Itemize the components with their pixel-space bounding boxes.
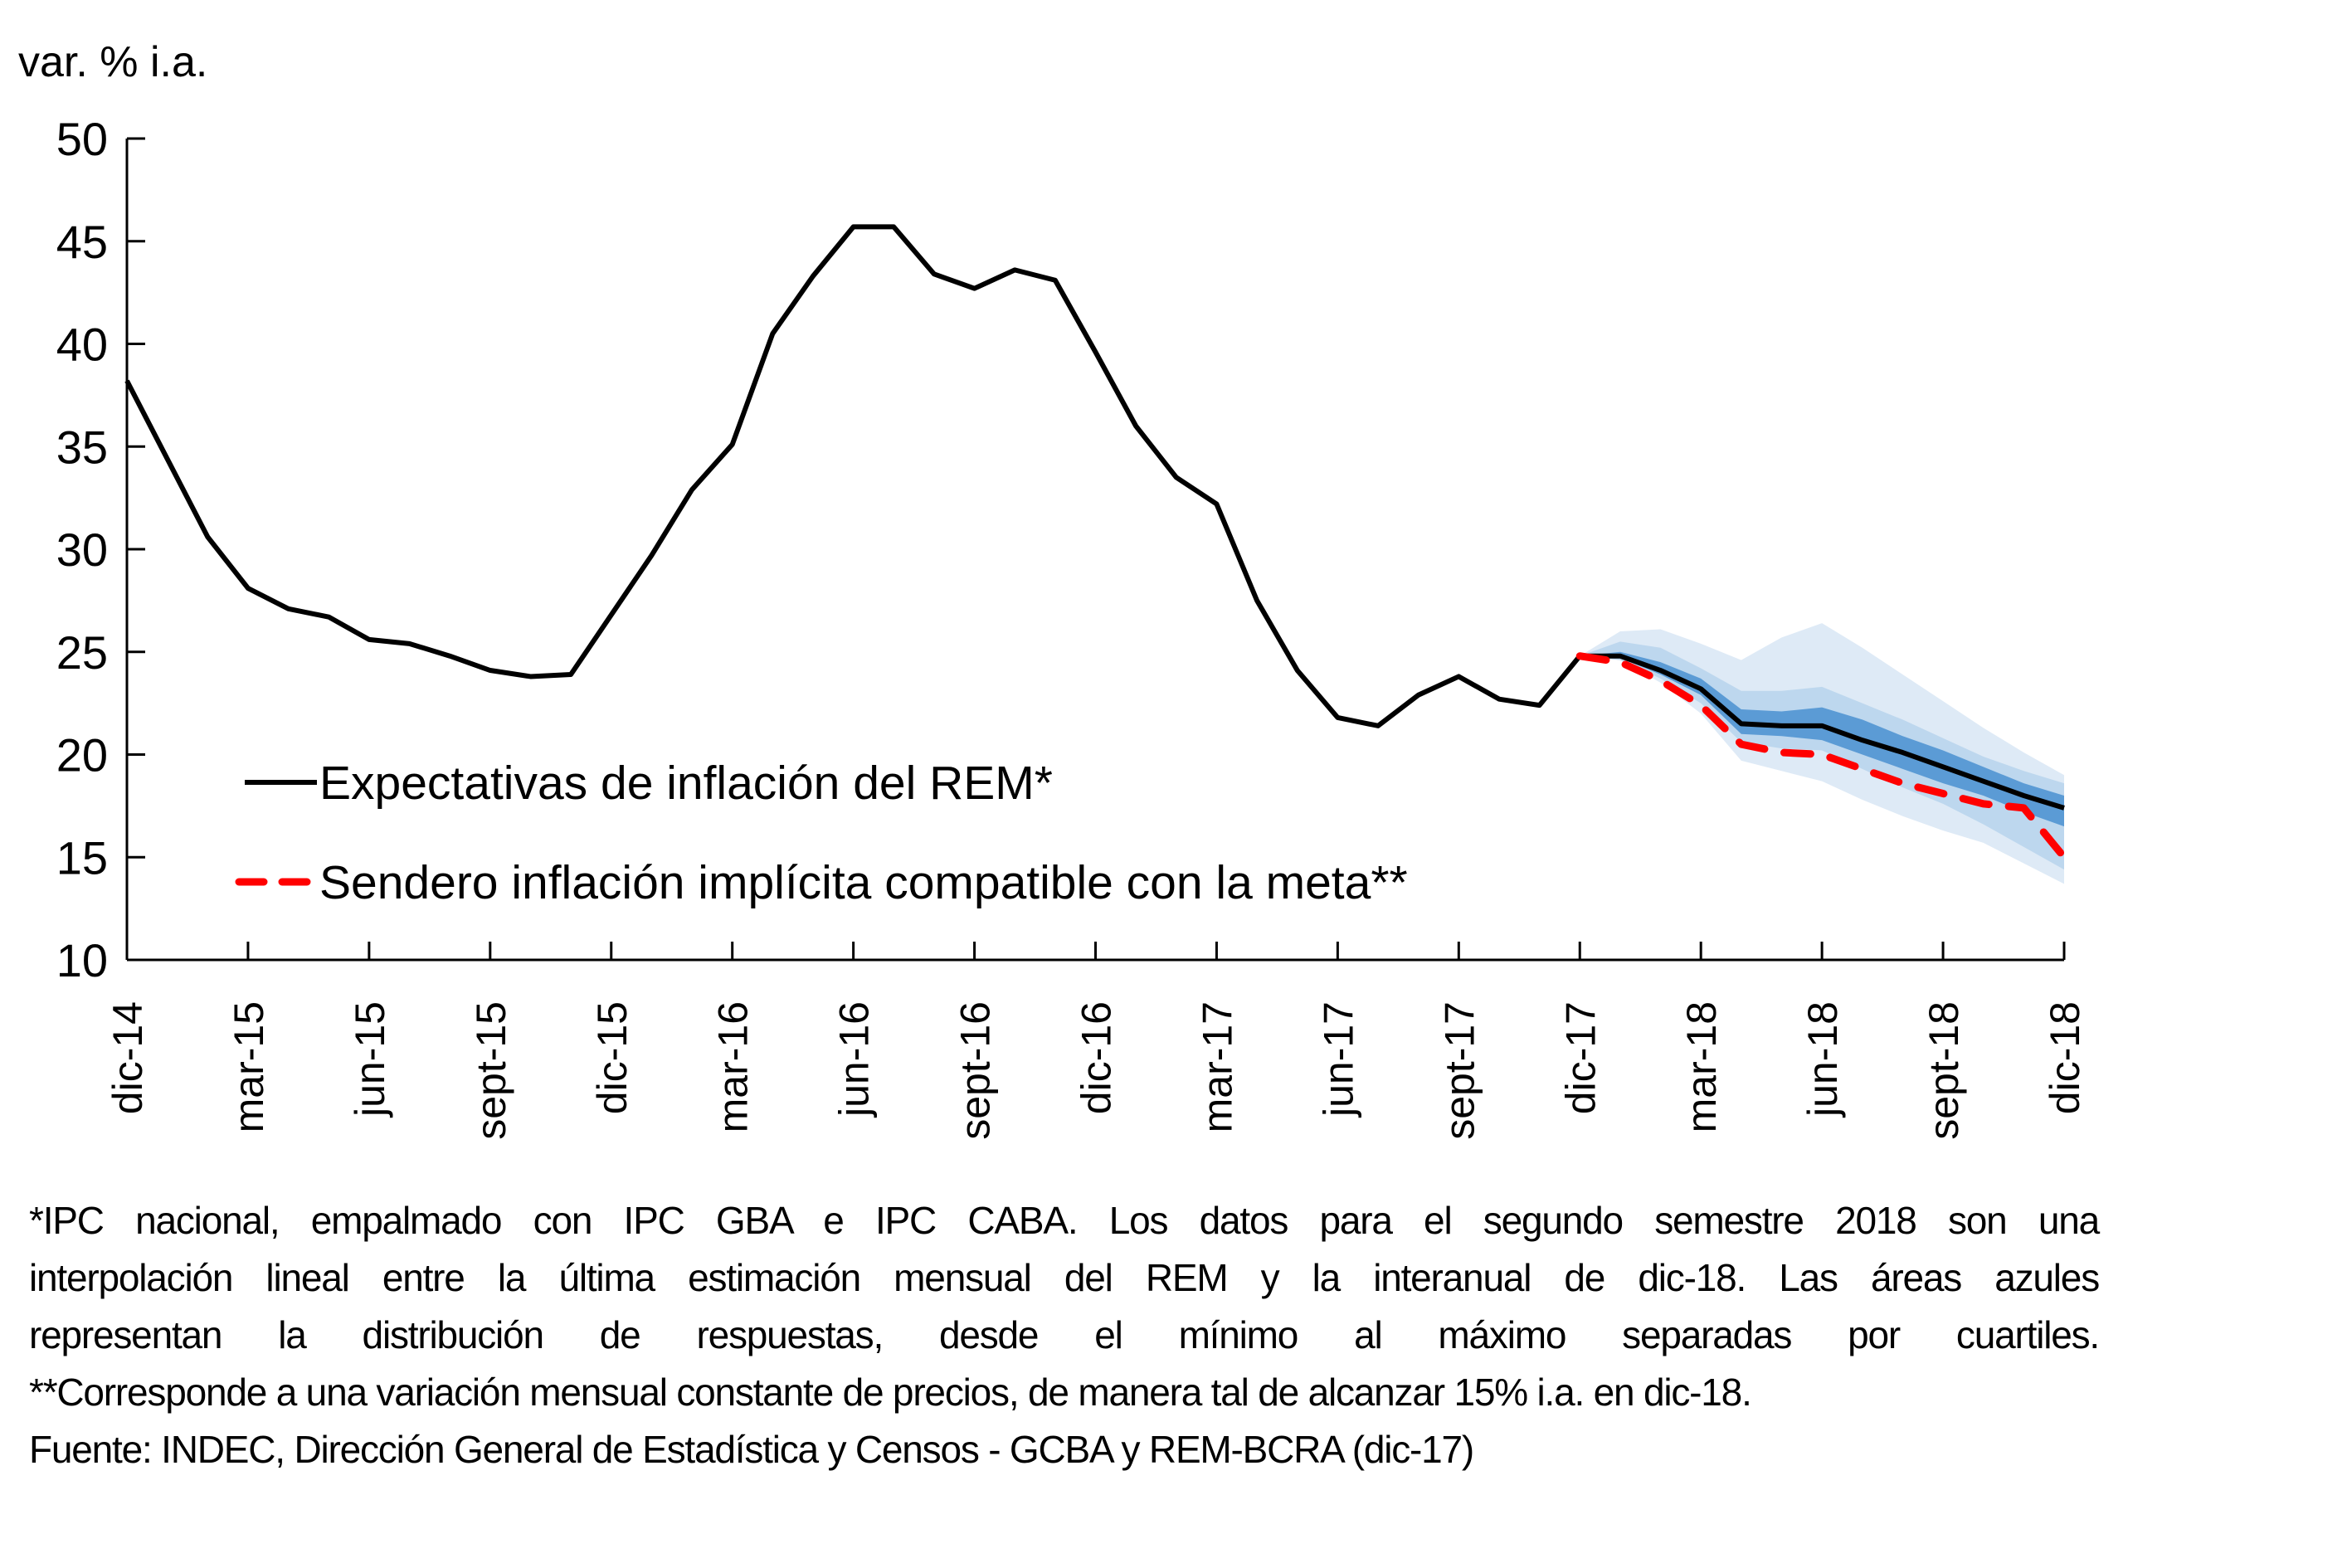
footnote-line-5: Fuente: INDEC, Dirección General de Esta… (29, 1428, 1474, 1471)
x-tick-label: jun-18 (1799, 1001, 1846, 1118)
series-line-rem-expectations (124, 224, 2065, 811)
legend-label-rem: Expectativas de inflación del REM* (319, 757, 1053, 810)
x-tick-label: sept-15 (468, 1001, 514, 1140)
x-tick-label: mar-15 (226, 1001, 272, 1132)
y-tick-label: 50 (56, 113, 108, 165)
footnote: *IPC nacional, empalmado con IPC GBA e I… (29, 1192, 2100, 1478)
x-tick-label: dic-17 (1557, 1001, 1604, 1114)
series-lines (124, 224, 2068, 861)
x-tick-label: mar-16 (710, 1001, 757, 1132)
x-tick-label: dic-16 (1074, 1001, 1120, 1114)
x-tick-label: dic-14 (105, 1001, 151, 1114)
y-tick-label: 30 (56, 523, 108, 576)
x-tick-label: sept-18 (1921, 1001, 1967, 1140)
x-tick-label: mar-17 (1194, 1001, 1240, 1132)
band-central (1580, 651, 2064, 827)
legend-label-sendero: Sendero inflación implícita compatible c… (319, 856, 1408, 909)
axes: 10 15 20 25 30 35 40 45 50 dic-14 mar-15 jun-15 sept… (56, 113, 2088, 1140)
y-tick-label: 15 (56, 831, 108, 884)
legend: Expectativas de inflación del REM* Sende… (235, 757, 1408, 909)
x-tick-label: jun-15 (347, 1001, 393, 1118)
x-tick-label: jun-17 (1315, 1001, 1361, 1118)
x-tick-label: mar-18 (1678, 1001, 1725, 1132)
footnote-line-2: interpolación lineal entre la última est… (29, 1256, 2100, 1299)
footnote-line-3: representan la distribución de respuesta… (29, 1313, 2100, 1356)
x-tick-label: dic-18 (2042, 1001, 2088, 1114)
y-tick-label: 40 (56, 319, 108, 371)
inflation-expectations-chart: var. % i.a. 10 15 20 25 30 35 40 45 50 dic-14 mar-… (18, 38, 2088, 1140)
distribution-bands (1580, 623, 2064, 884)
y-tick-label: 20 (56, 729, 108, 782)
x-tick-label: sept-17 (1436, 1001, 1483, 1140)
footnote-line-1: *IPC nacional, empalmado con IPC GBA e I… (29, 1199, 2100, 1242)
y-tick-label: 45 (56, 216, 108, 268)
footnote-line-4: **Corresponde a una variación mensual co… (29, 1371, 1752, 1414)
y-tick-label: 10 (56, 934, 108, 986)
y-tick-label: 35 (56, 421, 108, 473)
band-q1-q3 (1580, 641, 2064, 870)
y-tick-label: 25 (56, 626, 108, 679)
x-tick-label: jun-16 (831, 1001, 878, 1118)
x-tick-label: dic-15 (589, 1001, 635, 1114)
x-tick-label: sept-16 (952, 1001, 999, 1140)
series-line-sendero-meta (1575, 652, 2068, 861)
y-axis-unit-label: var. % i.a. (18, 38, 207, 86)
